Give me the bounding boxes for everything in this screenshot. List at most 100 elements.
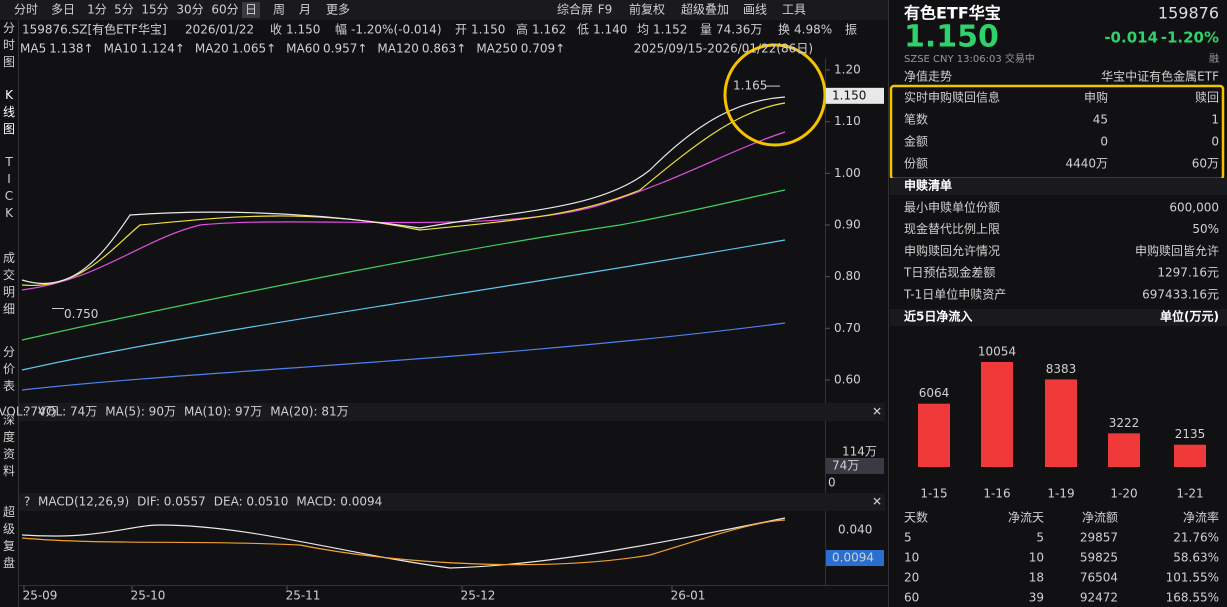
macd-current: 0.0094 bbox=[832, 551, 874, 565]
bar-value-label: 8383 bbox=[1046, 362, 1077, 376]
list-label: 最小申赎单位份额 bbox=[904, 200, 1000, 215]
period-tab[interactable]: 1分 bbox=[87, 3, 107, 17]
side-tab[interactable]: K 线图 bbox=[3, 88, 15, 136]
date-label: 25-10 bbox=[131, 589, 166, 603]
ma-name: MA5 bbox=[20, 42, 46, 56]
price-tick-label: 0.90 bbox=[834, 218, 861, 232]
table-cell: 10 bbox=[1029, 551, 1044, 565]
nav-label: 净值走势 bbox=[904, 69, 952, 84]
change: -0.014 bbox=[1104, 29, 1158, 47]
table-cell: 76504 bbox=[1080, 571, 1118, 585]
section-title: 申赎清单 bbox=[904, 178, 952, 193]
side-tab[interactable]: 分价表 bbox=[3, 345, 15, 393]
vol-current: 74万 bbox=[832, 459, 859, 473]
tool-button[interactable]: 工具 bbox=[782, 3, 806, 17]
side-tab[interactable]: 超级复盘 bbox=[3, 504, 15, 570]
period-tab[interactable]: 更多 bbox=[326, 3, 350, 17]
panel-header bbox=[19, 403, 885, 421]
table-cell: 0 bbox=[1100, 135, 1108, 149]
ma-value: 1.065↑ bbox=[232, 42, 276, 56]
side-tab[interactable]: 分时图 bbox=[3, 21, 15, 69]
price-tick-label: 0.80 bbox=[834, 269, 861, 283]
tool-button[interactable]: F9 bbox=[598, 3, 613, 17]
list-label: T日预估现金差额 bbox=[903, 265, 995, 280]
info-label: 振 bbox=[845, 23, 857, 37]
info-value: 1.162 bbox=[532, 23, 566, 37]
macd-indicator: DEA: 0.0510 bbox=[214, 495, 289, 509]
list-value: 697433.16元 bbox=[1142, 287, 1219, 301]
ma-name: MA250 bbox=[476, 42, 517, 56]
period-tab[interactable]: 15分 bbox=[141, 3, 168, 17]
highlight-circle bbox=[723, 43, 827, 147]
tool-button[interactable]: 前复权 bbox=[629, 2, 665, 17]
table-cell: 5 bbox=[1036, 531, 1044, 545]
info-value: 4.98% bbox=[794, 23, 832, 37]
table-cell: 18 bbox=[1029, 571, 1044, 585]
table-cell: 92472 bbox=[1080, 591, 1118, 605]
side-tab[interactable]: 成交明细 bbox=[3, 251, 15, 316]
ma-name: MA20 bbox=[195, 42, 229, 56]
period-tab[interactable]: 5分 bbox=[114, 3, 134, 17]
list-label: 现金替代比例上限 bbox=[904, 221, 1000, 236]
period-tab[interactable]: 分时 bbox=[14, 3, 38, 17]
tool-button[interactable]: 画线 bbox=[743, 3, 767, 17]
info-label: 开 bbox=[455, 23, 467, 37]
table-header: 实时申购赎回信息 bbox=[904, 90, 1000, 105]
table-cell: 0 bbox=[1211, 135, 1219, 149]
bar-value-label: 6064 bbox=[919, 386, 950, 400]
macd-indicator: MACD: 0.0094 bbox=[296, 495, 382, 509]
side-tab[interactable]: 深度资料 bbox=[3, 413, 15, 478]
close-icon[interactable]: ✕ bbox=[872, 405, 882, 419]
tool-button[interactable]: 超级叠加 bbox=[681, 2, 729, 17]
list-value: 申购赎回皆允许 bbox=[1135, 243, 1219, 258]
info-value: 1.140 bbox=[593, 23, 627, 37]
security-code: 159876.SZ[有色ETF华宝] bbox=[22, 23, 167, 37]
list-value: 1297.16元 bbox=[1157, 266, 1219, 280]
macd-axis-label: 0.040 bbox=[838, 523, 872, 537]
price-tick-label: 1.20 bbox=[834, 63, 861, 77]
section-bg bbox=[890, 178, 1227, 195]
period-tab[interactable]: 60分 bbox=[211, 3, 238, 17]
table-cell: 1 bbox=[1211, 113, 1219, 127]
table-header: 净流率 bbox=[1183, 510, 1219, 525]
low-note: 0.750 bbox=[64, 307, 98, 321]
vol-tag bbox=[826, 458, 884, 474]
bar bbox=[918, 403, 950, 467]
period-tab[interactable]: 多日 bbox=[51, 3, 75, 17]
vol-indicator: VOL: 74万 bbox=[38, 405, 97, 419]
high-note: 1.165 bbox=[733, 79, 767, 93]
vol-indicator: MA(20): 81万 bbox=[270, 405, 348, 419]
info-label: 幅 bbox=[335, 22, 347, 37]
tool-button[interactable]: 综合屏 bbox=[557, 2, 593, 17]
last-price: 1.150 bbox=[904, 20, 999, 55]
security-code: 159876 bbox=[1158, 4, 1219, 23]
section-title: 近5日净流入 bbox=[904, 309, 972, 324]
table-cell: 59825 bbox=[1080, 551, 1118, 565]
table-cell: 60万 bbox=[1192, 157, 1219, 171]
info-label: 收 bbox=[270, 23, 282, 37]
bar-category-label: 1-21 bbox=[1176, 487, 1203, 501]
info-value: 1.152 bbox=[653, 23, 687, 37]
period-tab[interactable]: 月 bbox=[299, 3, 311, 17]
table-cell: 45 bbox=[1093, 113, 1108, 127]
bar-category-label: 1-15 bbox=[920, 487, 947, 501]
info-value: 74.36万 bbox=[716, 23, 762, 37]
vol-indicator: MA(5): 90万 bbox=[105, 405, 176, 419]
date-label: 25-09 bbox=[23, 589, 58, 603]
table-cell: 10 bbox=[904, 551, 919, 565]
info-label: 高 bbox=[516, 22, 528, 37]
price-tick-label: 1.10 bbox=[834, 114, 861, 128]
date-label: 25-12 bbox=[461, 589, 496, 603]
bar bbox=[1174, 444, 1206, 467]
period-tab[interactable]: 30分 bbox=[176, 3, 203, 17]
toolbar-bg bbox=[0, 0, 888, 20]
period-tab[interactable]: 日 bbox=[245, 3, 257, 17]
info-label: 量 bbox=[700, 23, 712, 37]
macd-indicator: MACD(12,26,9) bbox=[38, 495, 129, 509]
change-pct: -1.20% bbox=[1161, 29, 1219, 47]
list-value: 600,000 bbox=[1169, 201, 1219, 215]
period-tab[interactable]: 周 bbox=[273, 3, 285, 17]
close-icon[interactable]: ✕ bbox=[872, 495, 882, 509]
